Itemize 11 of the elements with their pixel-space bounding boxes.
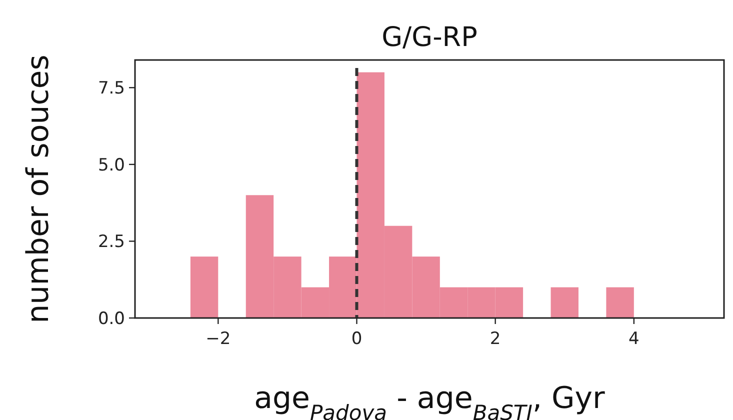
x-tick-label: 4	[628, 329, 640, 349]
y-tick-label: 5.0	[98, 155, 125, 176]
y-tick-label: 0.0	[98, 308, 125, 329]
y-axis-title: number of souces	[21, 54, 56, 324]
chart-title: G/G-RP	[382, 22, 478, 53]
x-tick-label: −2	[206, 329, 231, 349]
x-axis-title: age$_{Padova}$ - age$_{BaSTI}$, Gyr	[254, 381, 606, 420]
x-tick-label: 0	[351, 329, 362, 349]
y-tick-label: 2.5	[98, 232, 125, 252]
x-tick-label: 2	[490, 329, 501, 349]
y-tick-label: 7.5	[98, 78, 125, 99]
